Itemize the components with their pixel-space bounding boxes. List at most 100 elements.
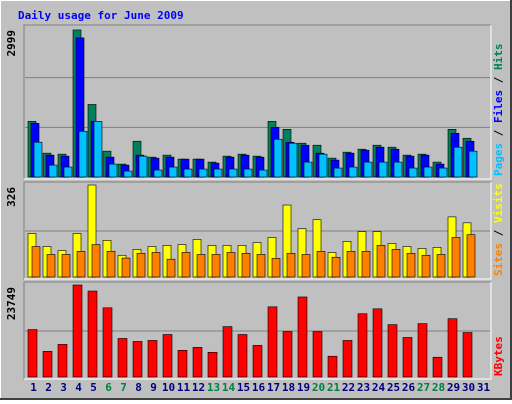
bar (102, 307, 113, 378)
bar (108, 163, 118, 178)
bar (447, 318, 458, 378)
bar (432, 356, 443, 378)
bar (318, 153, 328, 178)
bar (451, 237, 461, 278)
x-tick-label: 27 (417, 381, 430, 394)
legend-entry: Pages (492, 143, 505, 176)
bar (147, 340, 158, 378)
bar (93, 121, 103, 178)
bar (393, 161, 403, 178)
chart-title: Daily usage for June 2009 (18, 9, 184, 22)
bar (136, 252, 146, 278)
x-tick-label: 31 (477, 381, 491, 394)
bar (357, 313, 368, 378)
x-tick-label: 4 (75, 381, 82, 394)
bar (162, 334, 173, 378)
x-tick-label: 28 (432, 381, 445, 394)
x-tick-label: 3 (60, 381, 67, 394)
y-tick-label: 2999 (5, 30, 18, 57)
x-tick-label: 19 (297, 381, 310, 394)
legend-separator: / (492, 123, 505, 143)
bar (436, 254, 446, 278)
x-tick-label: 10 (162, 381, 175, 394)
legend: Pages / Files / Hits (492, 44, 505, 177)
bar (312, 331, 323, 378)
bar (63, 166, 73, 178)
legend-entry: Visits (492, 183, 505, 223)
bar (222, 326, 233, 378)
bar (376, 245, 386, 278)
bar (438, 167, 448, 178)
bar (91, 244, 101, 278)
bar (408, 167, 418, 178)
bar (453, 146, 463, 178)
bar (361, 251, 371, 278)
bar (316, 251, 326, 278)
bar (168, 166, 178, 178)
x-tick-label: 26 (402, 381, 416, 394)
x-tick-label: 8 (135, 381, 142, 394)
x-tick-label: 9 (150, 381, 157, 394)
x-tick-label: 16 (252, 381, 266, 394)
bar (423, 166, 433, 178)
panel-bevel (24, 182, 492, 280)
bar (303, 161, 313, 178)
legend: Sites / Visits (492, 183, 505, 276)
bar (243, 168, 253, 178)
legend-separator: / (492, 223, 505, 243)
x-tick-label: 11 (177, 381, 191, 394)
bar (211, 254, 221, 278)
bar (196, 254, 206, 278)
bar (198, 168, 208, 178)
legend-entry: Hits (492, 44, 505, 71)
x-tick-label: 21 (327, 381, 341, 394)
x-tick-label: 29 (447, 381, 460, 394)
x-tick-label: 30 (462, 381, 475, 394)
x-tick-label: 14 (222, 381, 236, 394)
bar (327, 355, 338, 378)
bar (213, 168, 223, 178)
x-tick-label: 24 (372, 381, 386, 394)
bar (241, 252, 251, 278)
y-tick-label: 23749 (5, 287, 18, 320)
x-tick-label: 25 (387, 381, 400, 394)
x-tick-label: 18 (282, 381, 295, 394)
bar (468, 150, 478, 178)
panel-bevel (24, 25, 492, 180)
x-tick-label: 17 (267, 381, 280, 394)
bar (466, 234, 476, 278)
bar (288, 142, 298, 178)
bar (61, 254, 71, 278)
legend-entry: Sites (492, 243, 505, 276)
bar (117, 338, 128, 378)
bar (181, 252, 191, 278)
bar (286, 252, 296, 278)
bar (331, 256, 341, 278)
bar (363, 161, 373, 178)
x-tick-label: 23 (357, 381, 370, 394)
bar (138, 155, 148, 178)
legend-entry: KBytes (492, 336, 505, 376)
bar (27, 329, 38, 378)
bar (166, 258, 176, 278)
bar (192, 347, 203, 378)
x-tick-label: 1 (30, 381, 37, 394)
bar (151, 252, 161, 278)
bar (57, 344, 68, 378)
bar (252, 345, 263, 378)
bar (237, 334, 248, 378)
bar (72, 284, 83, 378)
panel-bevel (24, 282, 492, 380)
bar (271, 258, 281, 278)
bar (226, 252, 236, 278)
bar (346, 251, 356, 278)
bar (267, 306, 278, 378)
x-tick-label: 12 (192, 381, 205, 394)
x-tick-label: 7 (120, 381, 127, 394)
bar (76, 251, 86, 278)
bar (462, 332, 473, 378)
bar (342, 340, 353, 378)
bar (417, 323, 428, 378)
